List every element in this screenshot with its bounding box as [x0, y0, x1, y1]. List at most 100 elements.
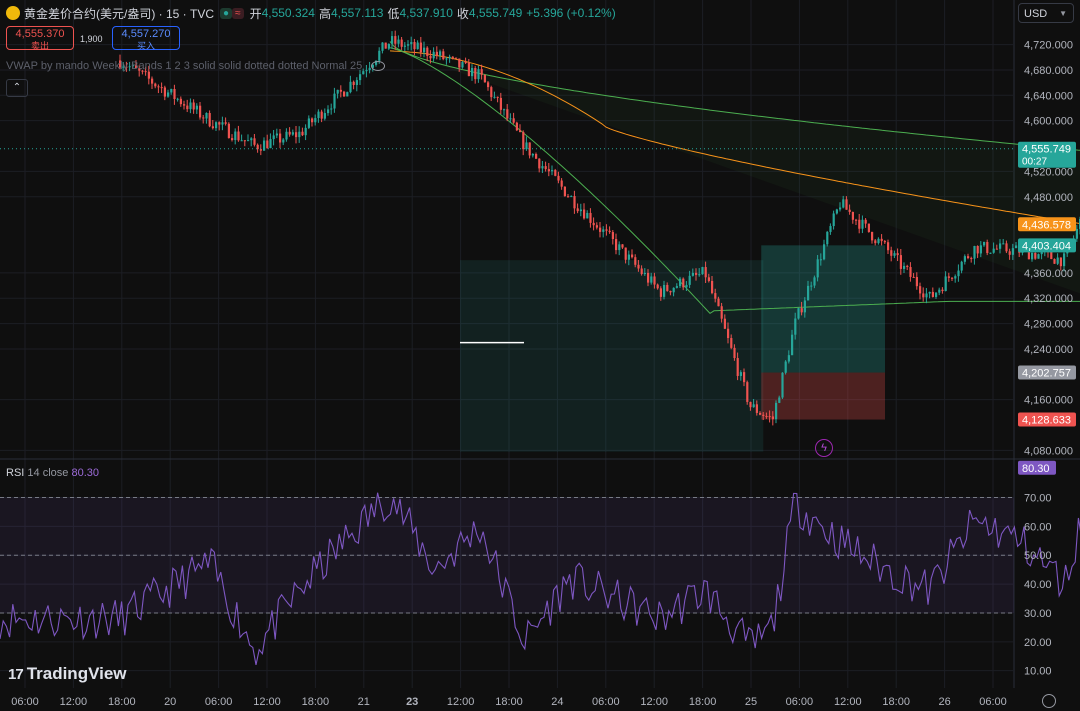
x-tick-label: 12:00	[60, 696, 88, 708]
buy-label: 买入	[136, 41, 155, 51]
candle-body	[589, 212, 592, 223]
stop-price-tag	[1018, 412, 1076, 427]
rsi-path	[0, 492, 1080, 666]
candle-body	[413, 42, 416, 50]
rsi-indicator-label[interactable]: RSI 14 close 80.30	[6, 467, 99, 479]
candle-body	[1027, 248, 1030, 260]
candle-body	[135, 64, 138, 69]
candle-body	[442, 51, 445, 60]
candle-body	[970, 258, 973, 260]
candle-body	[826, 231, 829, 245]
candle-body	[432, 51, 435, 59]
candle-body	[631, 254, 634, 258]
candle-body	[295, 132, 298, 138]
candle-body	[1034, 252, 1037, 259]
x-tick-label: 25	[745, 696, 757, 708]
candle-body	[218, 122, 221, 125]
candle-body	[1050, 251, 1053, 260]
candle-body	[202, 117, 205, 119]
change-value: +5.396 (+0.12%)	[526, 6, 616, 20]
target-zone	[761, 245, 885, 373]
high-value: 4,557.113	[330, 6, 384, 20]
candles	[0, 30, 1080, 426]
rsi-band-fill	[0, 497, 1014, 614]
candle-body	[275, 133, 278, 136]
tradingview-logo[interactable]: 17 TradingView	[8, 664, 127, 684]
candle-body	[128, 66, 131, 68]
candle-body	[915, 277, 918, 287]
candle-body	[787, 355, 790, 362]
candle-body	[1037, 254, 1040, 259]
candle-body	[912, 276, 915, 278]
lightning-event-icon[interactable]: ϟ	[815, 439, 833, 457]
candle-body	[189, 102, 192, 110]
gear-icon[interactable]	[1042, 694, 1056, 708]
low-value: 4,537.910	[399, 6, 453, 20]
x-tick-label: 12:00	[834, 696, 862, 708]
candle-body	[666, 284, 669, 291]
candle-body	[941, 289, 944, 292]
buy-button[interactable]: 4,557.270 买入	[112, 26, 180, 51]
candle-body	[131, 64, 134, 67]
candle-body	[989, 252, 992, 254]
candle-body	[439, 51, 442, 56]
candle-body	[451, 56, 454, 58]
candle-body	[298, 131, 301, 138]
candle-body	[512, 118, 515, 123]
candle-body	[231, 138, 234, 141]
candle-body	[157, 86, 160, 88]
vwap-line	[389, 50, 1080, 225]
symbol-title[interactable]: 黄金差价合约(美元/盎司) · 15 · TVC	[24, 6, 215, 21]
candle-body	[253, 138, 256, 145]
vwap-indicator-label[interactable]: VWAP by mando Weekly Bands 1 2 3 solid s…	[6, 60, 386, 72]
eye-hidden-icon[interactable]	[371, 61, 386, 72]
candle-body	[794, 318, 797, 335]
candle-body	[480, 69, 483, 75]
currency-select[interactable]: USD ▼	[1018, 3, 1074, 23]
candle-body	[1005, 243, 1008, 252]
sell-button[interactable]: 4,555.370 卖出	[6, 26, 74, 51]
y-tick-label: 4,360.000	[1024, 268, 1073, 280]
candle-body	[547, 169, 550, 172]
candle-body	[896, 253, 899, 256]
x-tick-label: 18:00	[302, 696, 330, 708]
close-label: 收	[456, 6, 469, 21]
candle-body	[759, 412, 762, 415]
x-tick-label: 24	[551, 696, 563, 708]
candle-body	[528, 142, 531, 156]
position-tool[interactable]	[460, 245, 885, 452]
candle-body	[355, 80, 358, 85]
candle-body	[887, 242, 890, 251]
candle-body	[125, 66, 128, 68]
grid-lines	[0, 0, 1080, 688]
candle-body	[272, 135, 275, 140]
candle-body	[691, 272, 694, 276]
candle-body	[317, 111, 320, 119]
candle-body	[931, 291, 934, 297]
candle-body	[336, 89, 339, 94]
candle-body	[883, 241, 886, 243]
candle-body	[224, 122, 227, 124]
candle-body	[669, 290, 672, 293]
candle-body	[858, 219, 861, 229]
collapse-legend-button[interactable]: ⌃	[6, 79, 28, 97]
candle-body	[237, 131, 240, 141]
candle-body	[928, 291, 931, 294]
candle-body	[557, 175, 560, 181]
candle-body	[992, 248, 995, 253]
sell-label: 卖出	[30, 41, 49, 51]
candle-body	[515, 122, 518, 131]
candle-body	[922, 293, 925, 298]
candle-body	[333, 93, 336, 109]
x-tick-label: 18:00	[495, 696, 523, 708]
candle-body	[701, 267, 704, 275]
gold-coin-icon	[6, 6, 20, 20]
candle-body	[586, 212, 589, 219]
candle-body	[672, 287, 675, 293]
candle-body	[423, 47, 426, 53]
candle-body	[707, 277, 710, 281]
price-axis[interactable]: 06:00 12:00 18:00 20 06:00 12:00 18:00 21 23 12:0…	[11, 40, 1073, 708]
candle-body	[147, 71, 150, 79]
